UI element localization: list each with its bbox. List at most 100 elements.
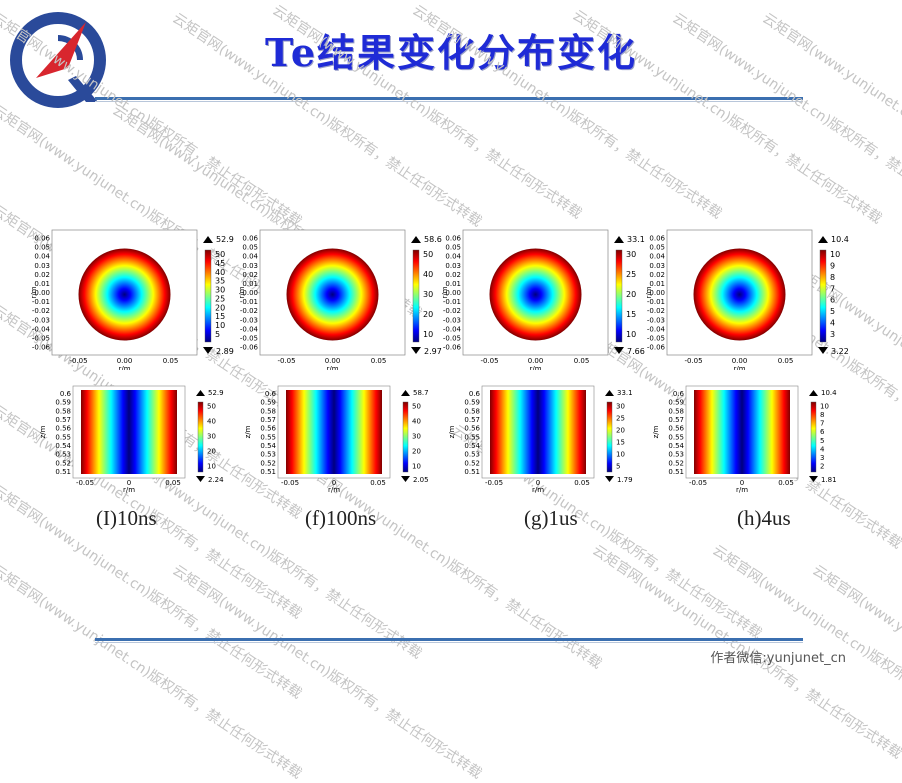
colorbar-max-marker bbox=[614, 236, 624, 243]
x-axis-label: r/m bbox=[733, 365, 745, 370]
y-axis-label: r/m bbox=[441, 286, 449, 298]
bottom-plot-2: 0.6 0.59 0.58 0.57 0.56 0.55 0.54 0.53 0.52 0.51 z… bbox=[245, 380, 440, 495]
top-plot-2: 0.06 0.05 0.04 0.03 0.02 0.01 0.00 -0.01 -0.02 -0… bbox=[238, 225, 443, 370]
x-tick-label: -0.05 bbox=[69, 357, 87, 365]
caption-1: (I)10ns bbox=[96, 506, 157, 530]
y-tick-label: -0.05 bbox=[443, 334, 461, 342]
y-tick-label: 0.52 bbox=[668, 459, 684, 467]
colorbar-tick-label: 20 bbox=[616, 427, 625, 435]
colorbar-tick-label: 3 bbox=[820, 454, 824, 462]
page-title: Te结果变化分布变化 bbox=[264, 30, 638, 75]
y-tick-label: 0.01 bbox=[242, 280, 258, 288]
caption-2: (f)100ns bbox=[305, 506, 377, 530]
colorbar-tick-label: 50 bbox=[423, 250, 433, 259]
x-tick-label: 0.05 bbox=[778, 357, 794, 365]
x-tick-label: 0.05 bbox=[371, 357, 387, 365]
colorbar bbox=[204, 249, 212, 343]
colorbar bbox=[819, 249, 827, 343]
y-tick-label: -0.04 bbox=[647, 325, 666, 333]
colorbar-tick-label: 40 bbox=[207, 418, 216, 426]
y-tick-label: 0.58 bbox=[55, 407, 71, 415]
y-axis-label: r/m bbox=[238, 286, 246, 298]
colorbar-tick-label: 50 bbox=[207, 403, 216, 411]
x-tick-label: 0 bbox=[536, 479, 540, 487]
colorbar-min-label: 7.66 bbox=[627, 347, 645, 356]
colorbar-tick-label: 20 bbox=[215, 303, 225, 312]
colorbar-min-marker bbox=[818, 347, 828, 354]
colorbar-tick-label: 4 bbox=[820, 445, 825, 453]
colorbar-tick-label: 15 bbox=[616, 439, 625, 447]
y-tick-label: 0.59 bbox=[668, 399, 684, 407]
colorbar-max-marker bbox=[203, 236, 213, 243]
y-axis-label: z/m bbox=[449, 425, 456, 438]
y-tick-label: 0.58 bbox=[260, 407, 276, 415]
y-tick-label: -0.03 bbox=[443, 316, 461, 324]
colorbar bbox=[402, 401, 409, 473]
y-tick-label: -0.03 bbox=[647, 316, 665, 324]
colorbar-max-label: 58.6 bbox=[424, 235, 442, 244]
top-plot-3: 0.06 0.05 0.04 0.03 0.02 0.01 0.00 -0.01 -0.02 -0… bbox=[441, 225, 646, 370]
y-tick-label: 0.57 bbox=[464, 416, 480, 424]
colorbar-min-marker bbox=[411, 347, 421, 354]
colorbar-tick-label: 7 bbox=[830, 284, 835, 293]
x-tick-label: 0 bbox=[740, 479, 744, 487]
colorbar-max-label: 10.4 bbox=[821, 389, 837, 397]
y-tick-label: 0.55 bbox=[260, 433, 276, 441]
x-tick-label: -0.05 bbox=[277, 357, 295, 365]
colorbar-min-label: 1.81 bbox=[821, 476, 837, 484]
y-tick-label: -0.02 bbox=[647, 307, 665, 315]
y-tick-label: -0.01 bbox=[647, 298, 665, 306]
x-tick-label: -0.05 bbox=[76, 479, 94, 487]
watermark-text: 云矩官网(www.yunjunet.cn)版权所有，禁止任何形式转载 bbox=[809, 562, 902, 783]
y-tick-label: 0.02 bbox=[445, 271, 461, 279]
y-tick-label: 0.52 bbox=[55, 459, 71, 467]
colorbar-tick-label: 5 bbox=[820, 437, 824, 445]
colorbar-tick-label: 40 bbox=[423, 270, 433, 279]
colorbar-tick-label: 20 bbox=[412, 448, 421, 456]
y-tick-label: 0.03 bbox=[649, 262, 665, 270]
y-tick-label: 0.04 bbox=[649, 253, 665, 261]
x-tick-label: 0.05 bbox=[574, 479, 590, 487]
x-tick-label: 0.00 bbox=[528, 357, 544, 365]
y-axis-label: z/m bbox=[40, 425, 47, 438]
y-tick-label: -0.04 bbox=[240, 325, 259, 333]
x-tick-label: 0 bbox=[127, 479, 131, 487]
x-tick-label: 0.05 bbox=[163, 357, 179, 365]
y-tick-label: 0.56 bbox=[55, 425, 71, 433]
x-tick-label: -0.05 bbox=[480, 357, 498, 365]
y-tick-label: 0.01 bbox=[445, 280, 461, 288]
y-tick-label: -0.03 bbox=[32, 316, 50, 324]
y-tick-label: 0.57 bbox=[260, 416, 276, 424]
y-tick-label: -0.02 bbox=[443, 307, 461, 315]
colorbar-tick-label: 30 bbox=[423, 290, 433, 299]
y-tick-label: 0.51 bbox=[668, 468, 684, 476]
colorbar-tick-label: 30 bbox=[616, 403, 625, 411]
y-tick-label: -0.01 bbox=[240, 298, 258, 306]
y-tick-label: 0.59 bbox=[55, 399, 71, 407]
colorbar-min-label: 2.24 bbox=[208, 476, 224, 484]
colorbar-max-label: 58.7 bbox=[413, 389, 429, 397]
y-tick-label: 0.04 bbox=[34, 253, 50, 261]
logo bbox=[6, 8, 110, 108]
colorbar-min-label: 3.22 bbox=[831, 347, 849, 356]
colorbar bbox=[810, 401, 817, 473]
colorbar-max-marker bbox=[605, 390, 614, 396]
colorbar-tick-label: 3 bbox=[830, 330, 835, 339]
bottom-plot-1: 0.6 0.59 0.58 0.57 0.56 0.55 0.54 0.53 0.52 0.51 z… bbox=[40, 380, 235, 495]
y-tick-label: 0.51 bbox=[260, 468, 276, 476]
colorbar-tick-label: 10 bbox=[820, 403, 829, 411]
x-tick-label: 0.05 bbox=[165, 479, 181, 487]
colorbar-min-marker bbox=[809, 476, 818, 482]
colorbar-max-marker bbox=[818, 236, 828, 243]
colorbar-max-label: 52.9 bbox=[216, 235, 234, 244]
colorbar-tick-label: 35 bbox=[215, 277, 225, 286]
colorbar-tick-label: 8 bbox=[830, 273, 835, 282]
y-axis-label: z/m bbox=[245, 425, 252, 438]
y-axis-label: r/m bbox=[30, 286, 38, 298]
colorbar-tick-label: 30 bbox=[207, 433, 216, 441]
x-axis-label: r/m bbox=[328, 486, 340, 494]
field-disc bbox=[489, 248, 582, 341]
y-tick-label: 0.01 bbox=[649, 280, 665, 288]
colorbar-tick-label: 15 bbox=[215, 312, 225, 321]
y-tick-label: 0.58 bbox=[668, 407, 684, 415]
